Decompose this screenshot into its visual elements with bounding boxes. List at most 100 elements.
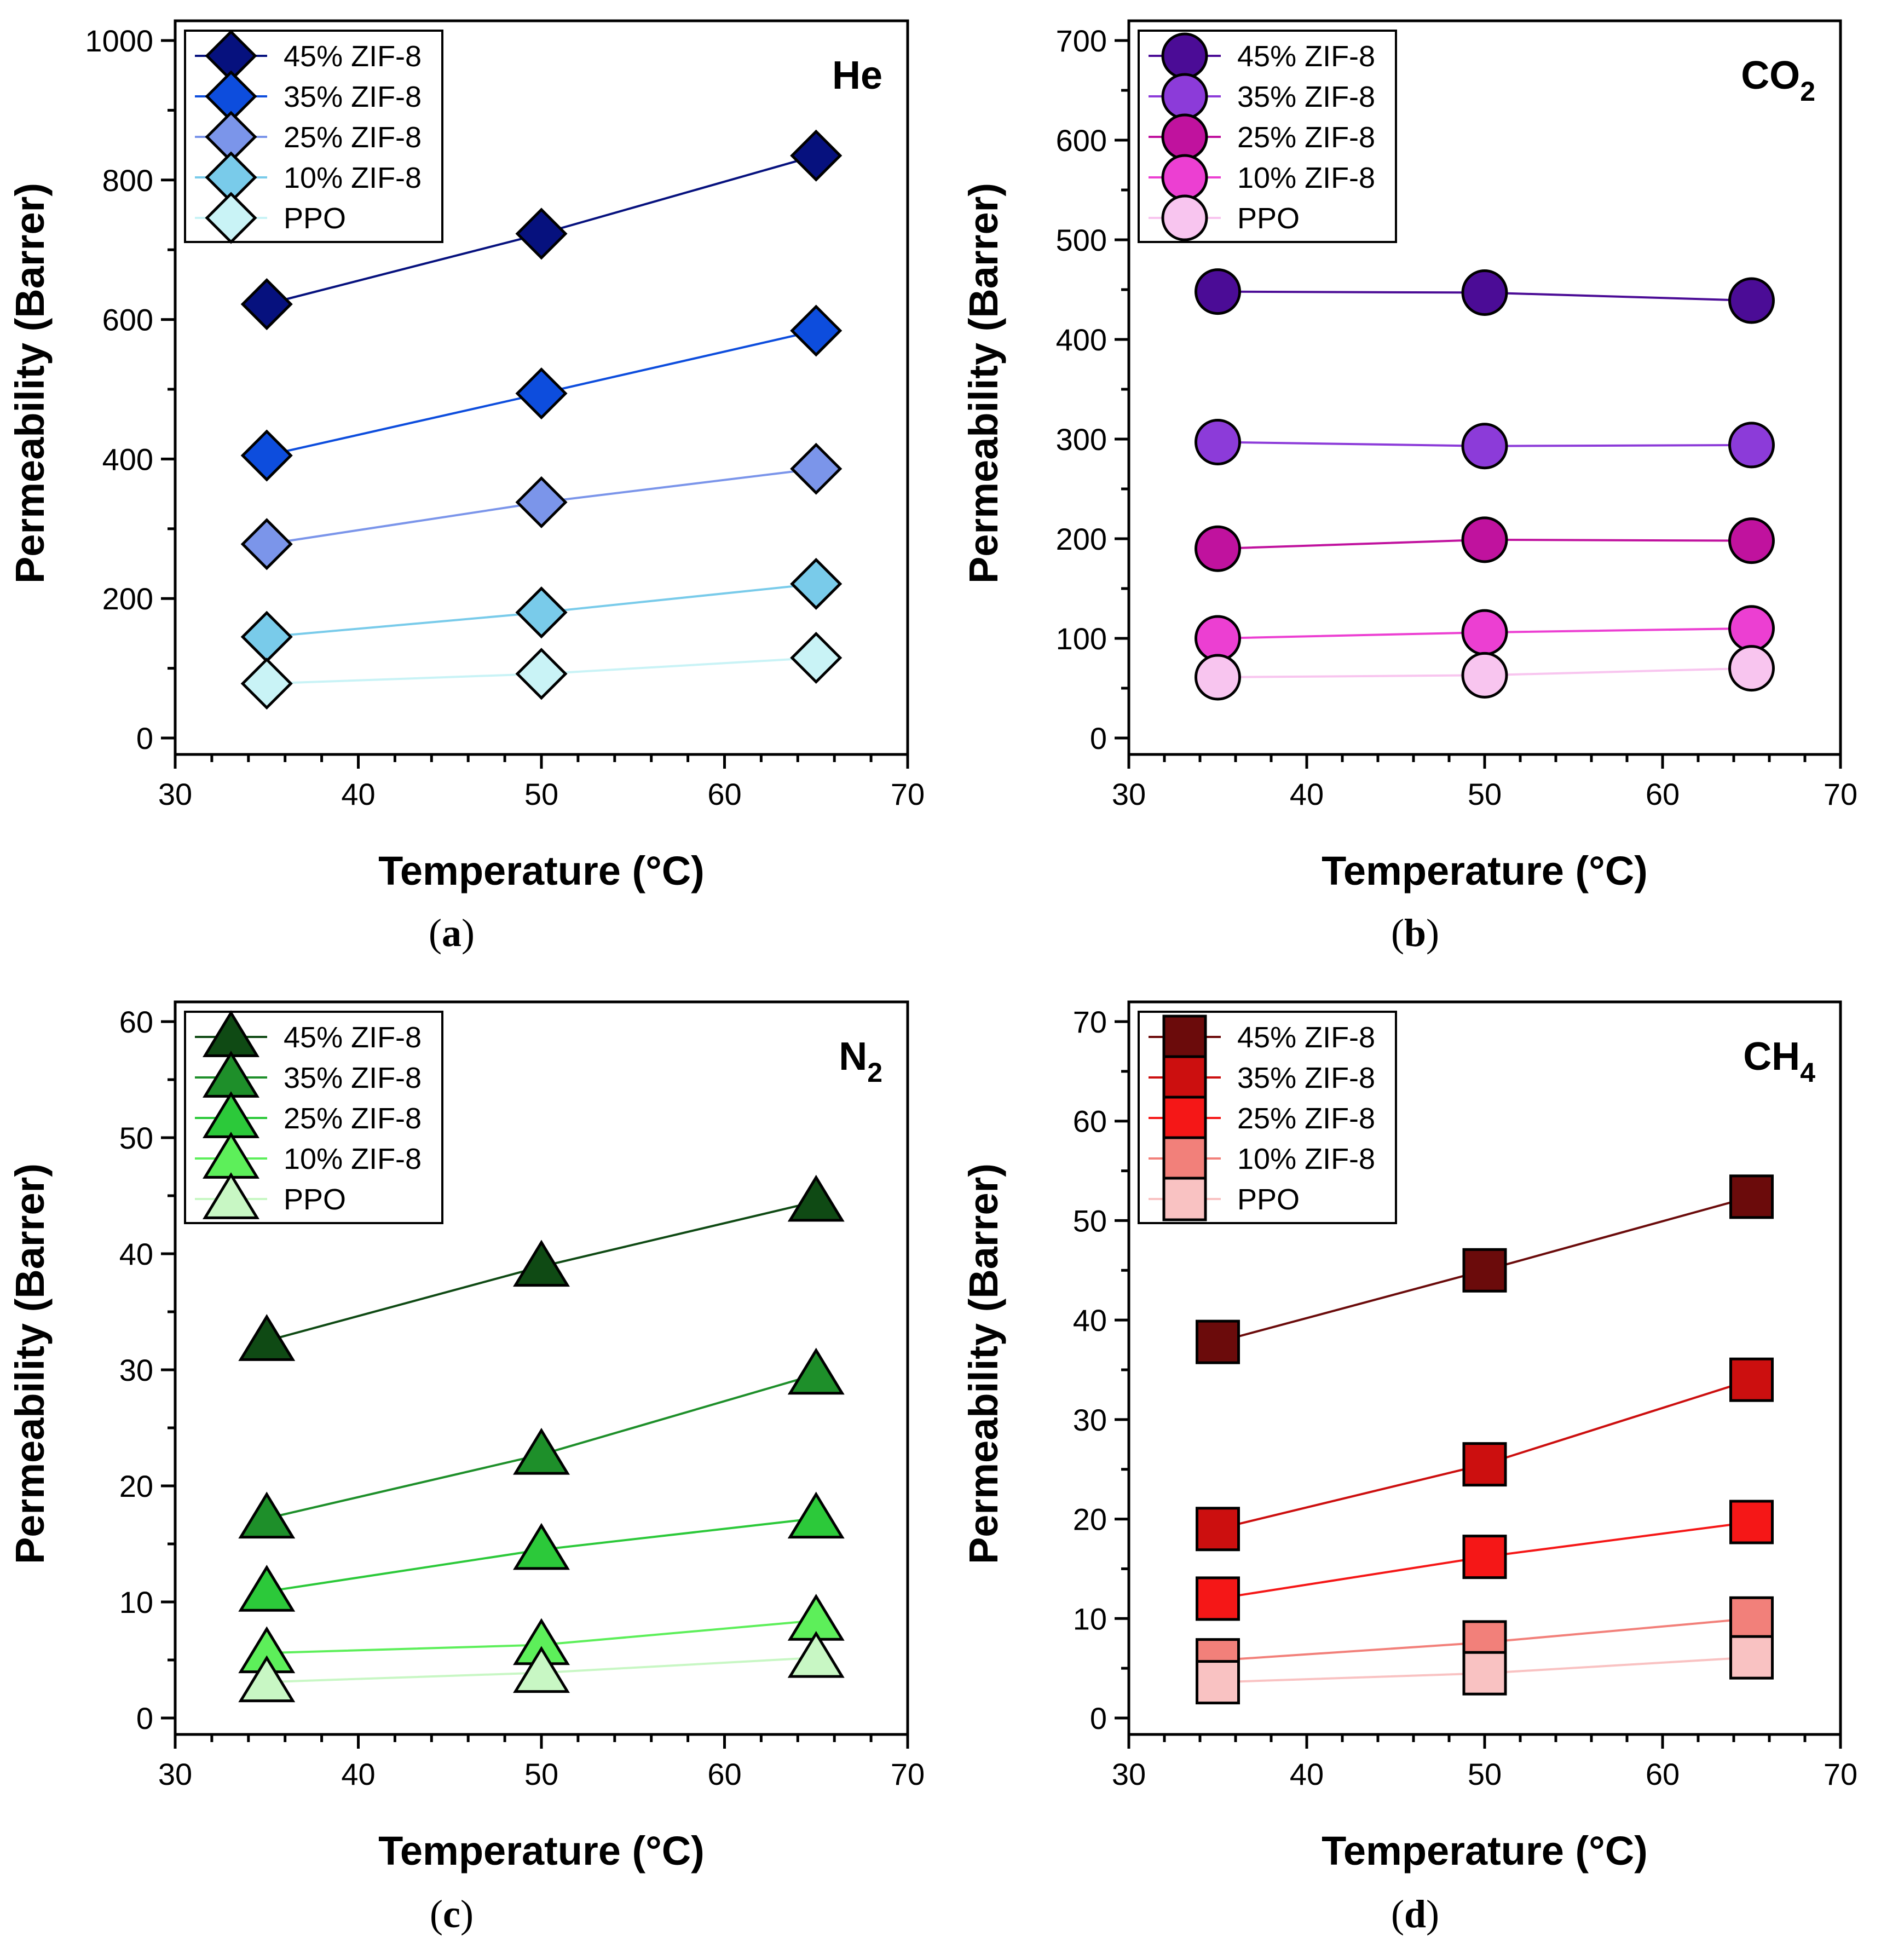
- legend-marker: [1162, 1055, 1207, 1100]
- gas-label-base: CO: [1741, 54, 1800, 97]
- data-point: [1729, 1174, 1774, 1219]
- y-tick-label: 50: [1073, 1203, 1107, 1238]
- caption-letter: c: [443, 1892, 460, 1936]
- chart-panel-c: 30 40 50 60 70 0 10 20 30 40 50 60 Temperature (°C) P…: [7, 1000, 925, 1936]
- legend-label: 45% ZIF-8: [1237, 1021, 1375, 1054]
- y-tick-label: 200: [102, 581, 153, 616]
- data-point: [790, 129, 843, 182]
- data-point: [1461, 516, 1508, 563]
- caption-close-paren: ): [461, 911, 475, 955]
- caption-letter: a: [442, 911, 461, 955]
- caption-letter: b: [1404, 911, 1426, 955]
- panel-caption: (a): [429, 911, 475, 955]
- x-tick-label: 70: [891, 777, 925, 811]
- x-tick-label: 60: [1646, 1757, 1680, 1791]
- data-point: [787, 1174, 845, 1222]
- legend-label: PPO: [284, 1183, 346, 1216]
- x-tick-label: 50: [1468, 1757, 1502, 1791]
- gas-label: CO2: [1741, 54, 1815, 107]
- legend-label: 35% ZIF-8: [1237, 1062, 1375, 1094]
- data-point: [790, 557, 843, 610]
- data-point: [238, 1565, 296, 1612]
- data-point: [1195, 418, 1241, 465]
- data-point: [787, 1347, 845, 1395]
- x-axis-title: Temperature (°C): [1322, 1828, 1648, 1873]
- legend-label: 35% ZIF-8: [284, 1062, 422, 1094]
- y-tick-label: 10: [119, 1585, 153, 1619]
- data-point: [240, 610, 293, 663]
- data-point: [1729, 1357, 1774, 1402]
- data-point: [1196, 1660, 1240, 1705]
- panel-caption: (c): [430, 1892, 474, 1936]
- chart-panel-a: 30 40 50 60 70 0 200 400 600 800 1000 Temperature (…: [7, 19, 925, 955]
- y-axis-title: Permeability (Barrer): [7, 1163, 53, 1564]
- data-point: [515, 586, 568, 639]
- legend-label: 10% ZIF-8: [284, 1143, 422, 1175]
- data-point: [790, 631, 843, 684]
- caption-open-paren: (: [1391, 1892, 1404, 1936]
- data-point: [515, 648, 568, 700]
- data-point: [240, 518, 293, 570]
- data-point: [515, 367, 568, 420]
- x-tick-label: 30: [1112, 777, 1146, 811]
- data-point: [513, 1646, 570, 1693]
- y-tick-label: 600: [102, 303, 153, 337]
- chart-panel-d: 30 40 50 60 70 0 10 20 30 40 50 60 70 Temperature (°C…: [961, 1000, 1857, 1936]
- x-axis-title: Temperature (°C): [378, 848, 705, 893]
- caption-open-paren: (: [430, 1892, 443, 1936]
- y-tick-label: 30: [1073, 1403, 1107, 1437]
- x-tick-label: 60: [1646, 777, 1680, 811]
- gas-label: N2: [839, 1035, 882, 1088]
- data-point: [1461, 609, 1508, 656]
- x-tick-label: 50: [524, 1757, 558, 1791]
- data-point: [787, 1491, 845, 1539]
- x-tick-label: 40: [1290, 1757, 1324, 1791]
- legend-label: PPO: [1237, 202, 1300, 235]
- legend-label: 25% ZIF-8: [1237, 1102, 1375, 1135]
- data-point: [1728, 422, 1775, 469]
- data-point: [1729, 1596, 1774, 1641]
- legend-marker: [1161, 194, 1208, 241]
- data-point: [1195, 615, 1241, 662]
- y-tick-label: 0: [136, 1701, 153, 1736]
- data-point: [240, 658, 293, 710]
- data-point: [1728, 605, 1775, 652]
- data-point: [1195, 654, 1241, 701]
- data-point: [513, 1240, 570, 1287]
- data-point: [787, 1630, 845, 1678]
- caption-open-paren: (: [429, 911, 442, 955]
- y-tick-label: 60: [119, 1005, 153, 1039]
- x-tick-label: 30: [1112, 1757, 1146, 1791]
- gas-label-subscript: 2: [1800, 76, 1815, 107]
- legend-marker: [1162, 1177, 1207, 1221]
- y-tick-label: 1000: [85, 24, 153, 58]
- data-point: [1461, 652, 1508, 699]
- data-point: [1729, 1500, 1774, 1544]
- data-point: [1461, 269, 1508, 316]
- legend-marker: [1161, 113, 1208, 160]
- y-tick-label: 0: [1090, 721, 1107, 756]
- data-point: [240, 278, 293, 331]
- legend-label: PPO: [1237, 1183, 1300, 1216]
- legend-label: 45% ZIF-8: [284, 1021, 422, 1054]
- data-point: [790, 304, 843, 357]
- data-point: [513, 1427, 570, 1475]
- data-point: [238, 1314, 296, 1361]
- data-point: [1462, 1442, 1507, 1487]
- data-point: [1462, 1651, 1507, 1696]
- data-point: [1462, 1248, 1507, 1293]
- gas-label-base: CH: [1743, 1035, 1800, 1079]
- legend-marker: [1162, 1096, 1207, 1140]
- x-tick-label: 40: [1290, 777, 1324, 811]
- y-tick-label: 600: [1056, 123, 1107, 158]
- data-point: [1728, 277, 1775, 324]
- gas-label-subscript: 4: [1800, 1057, 1815, 1088]
- x-tick-label: 70: [1824, 777, 1857, 811]
- legend-label: 25% ZIF-8: [284, 1102, 422, 1135]
- y-tick-label: 40: [119, 1237, 153, 1271]
- gas-label-base: He: [832, 54, 882, 97]
- legend-marker: [1162, 1014, 1207, 1059]
- legend-marker: [205, 192, 257, 244]
- panel-caption: (b): [1391, 911, 1439, 955]
- legend-label: 45% ZIF-8: [1237, 40, 1375, 73]
